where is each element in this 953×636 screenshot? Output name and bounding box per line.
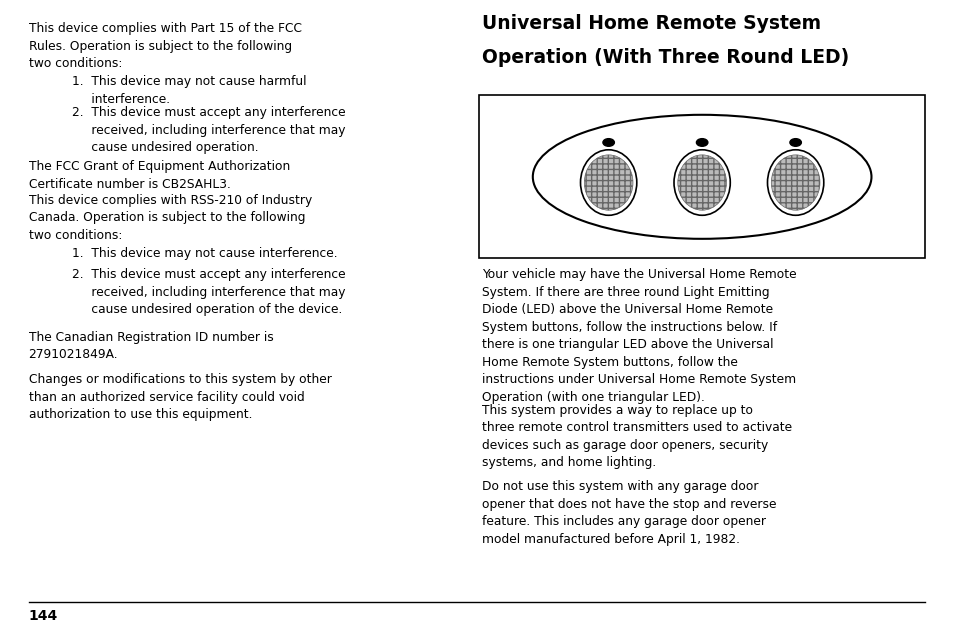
FancyBboxPatch shape bbox=[478, 95, 924, 258]
Text: This device complies with RSS-210 of Industry
Canada. Operation is subject to th: This device complies with RSS-210 of Ind… bbox=[29, 194, 312, 242]
Text: 1.  This device may not cause harmful
     interference.: 1. This device may not cause harmful int… bbox=[71, 75, 306, 106]
Ellipse shape bbox=[673, 150, 730, 215]
Circle shape bbox=[789, 139, 801, 146]
Text: Universal Home Remote System: Universal Home Remote System bbox=[481, 14, 820, 33]
Text: Changes or modifications to this system by other
than an authorized service faci: Changes or modifications to this system … bbox=[29, 373, 331, 421]
Ellipse shape bbox=[583, 155, 633, 210]
Text: Do not use this system with any garage door
opener that does not have the stop a: Do not use this system with any garage d… bbox=[481, 480, 776, 546]
Ellipse shape bbox=[766, 150, 822, 215]
Text: The FCC Grant of Equipment Authorization
Certificate number is CB2SAHL3.: The FCC Grant of Equipment Authorization… bbox=[29, 160, 290, 191]
Ellipse shape bbox=[770, 155, 819, 210]
Ellipse shape bbox=[677, 155, 726, 210]
Ellipse shape bbox=[579, 150, 637, 215]
Text: This device complies with Part 15 of the FCC
Rules. Operation is subject to the : This device complies with Part 15 of the… bbox=[29, 22, 301, 70]
Text: 2.  This device must accept any interference
     received, including interferen: 2. This device must accept any interfere… bbox=[71, 106, 345, 154]
Text: This system provides a way to replace up to
three remote control transmitters us: This system provides a way to replace up… bbox=[481, 404, 791, 469]
Ellipse shape bbox=[532, 114, 870, 238]
Text: Your vehicle may have the Universal Home Remote
System. If there are three round: Your vehicle may have the Universal Home… bbox=[481, 268, 796, 404]
Text: 1.  This device may not cause interference.: 1. This device may not cause interferenc… bbox=[71, 247, 336, 259]
Circle shape bbox=[696, 139, 707, 146]
Circle shape bbox=[602, 139, 614, 146]
Text: 144: 144 bbox=[29, 609, 58, 623]
Text: Operation (With Three Round LED): Operation (With Three Round LED) bbox=[481, 48, 848, 67]
Text: The Canadian Registration ID number is
2791021849A.: The Canadian Registration ID number is 2… bbox=[29, 331, 274, 361]
Text: 2.  This device must accept any interference
     received, including interferen: 2. This device must accept any interfere… bbox=[71, 268, 345, 316]
